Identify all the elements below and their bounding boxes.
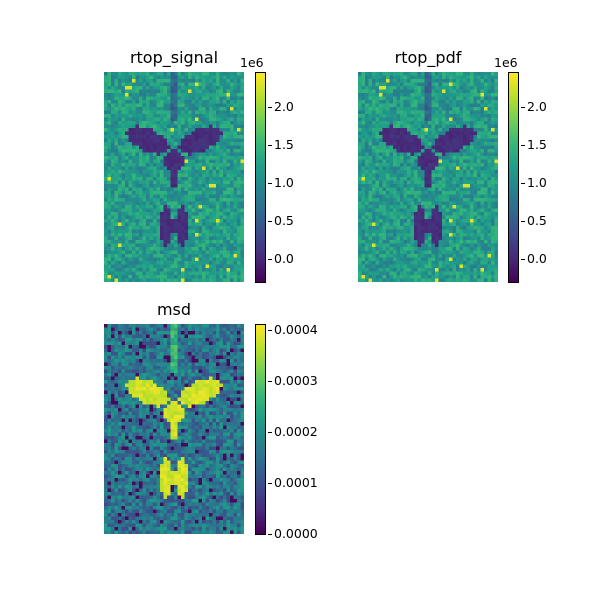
colorbar-tick: 1.5 [268, 137, 294, 152]
colorbar-tick: 2.0 [268, 99, 294, 114]
rtop-pdf-image [358, 72, 498, 282]
colorbar-tick: 0.0 [268, 251, 294, 266]
colorbar-tick: 1.0 [521, 175, 547, 190]
colorbar-tick: 0.0 [521, 251, 547, 266]
colorbar-tick: 1.0 [268, 175, 294, 190]
msd-image [104, 324, 244, 534]
rtop-signal-image [104, 72, 244, 282]
colorbar-tick: 0.0002 [268, 424, 318, 439]
rtop-pdf-colorbar [508, 72, 519, 283]
rtop-pdf-title: rtop_pdf [394, 48, 462, 67]
rtop-pdf-colorbar-offset: 1e6 [494, 55, 518, 70]
colorbar-tick: 1.5 [521, 137, 547, 152]
colorbar-tick: 0.0004 [268, 322, 318, 337]
colorbar-tick: 0.0000 [268, 526, 318, 541]
colorbar-tick: 0.5 [268, 213, 294, 228]
colorbar-tick: 0.0001 [268, 475, 318, 490]
rtop-signal-title: rtop_signal [129, 48, 219, 67]
colorbar-tick: 0.5 [521, 213, 547, 228]
msd-colorbar [255, 324, 266, 535]
rtop-signal-colorbar-offset: 1e6 [240, 55, 264, 70]
colorbar-tick: 2.0 [521, 99, 547, 114]
colorbar-tick: 0.0003 [268, 373, 318, 388]
rtop-signal-colorbar [255, 72, 266, 283]
msd-title: msd [156, 300, 192, 319]
